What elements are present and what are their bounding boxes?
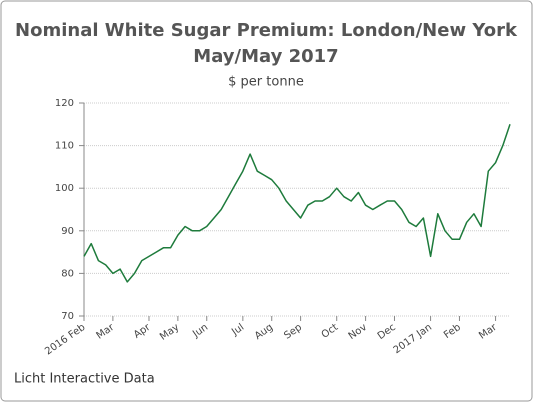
source: Licht Interactive Data — [14, 372, 155, 387]
y-tick-label: 100 — [55, 183, 74, 194]
chart-subtitle: $ per tonne — [228, 75, 304, 90]
chart-title: Nominal White Sugar Premium: London/New … — [15, 20, 518, 41]
chart-title: May/May 2017 — [193, 46, 338, 67]
y-tick-label: 110 — [55, 141, 74, 152]
y-tick-label: 120 — [55, 98, 74, 109]
y-tick-label: 90 — [61, 226, 74, 237]
y-tick-label: 70 — [61, 311, 74, 322]
y-tick-label: 80 — [61, 268, 74, 279]
line — [83, 124, 511, 283]
